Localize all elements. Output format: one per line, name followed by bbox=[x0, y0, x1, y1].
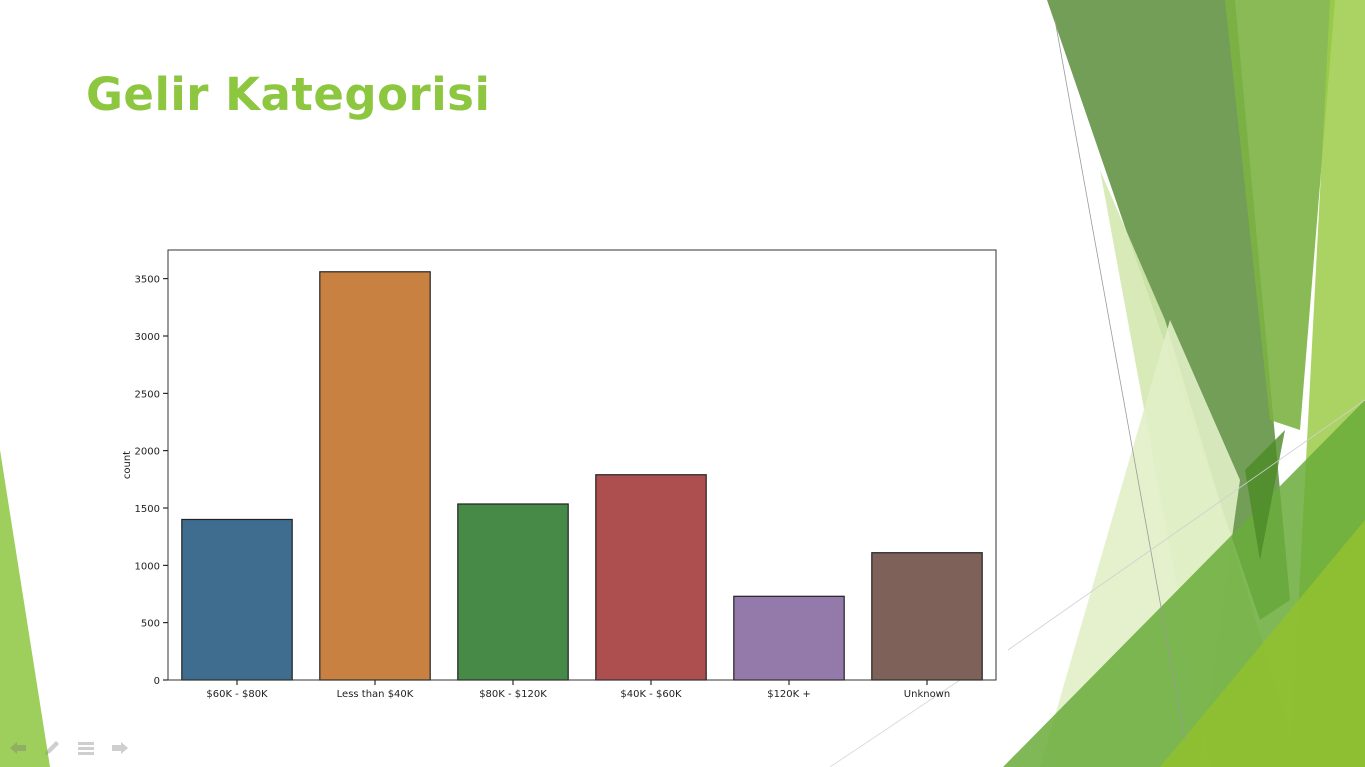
bar bbox=[457, 503, 569, 681]
decor-thin-line-1 bbox=[1054, 19, 1186, 741]
bar bbox=[319, 271, 431, 681]
slide-list-icon[interactable] bbox=[76, 739, 96, 757]
bar bbox=[733, 595, 845, 681]
decor-left-green-sliver bbox=[0, 450, 50, 767]
x-tick-label: Less than $40K bbox=[337, 689, 414, 700]
x-tick-label: Unknown bbox=[904, 689, 950, 700]
slide-title: Gelir Kategorisi bbox=[86, 68, 491, 121]
y-tick-label: 0 bbox=[154, 676, 160, 687]
y-tick-label: 1000 bbox=[135, 561, 160, 572]
decor-dark-accent bbox=[1245, 430, 1285, 560]
back-arrow-icon[interactable] bbox=[8, 739, 28, 757]
x-tick-label: $80K - $120K bbox=[479, 689, 547, 700]
decor-thin-line-3 bbox=[829, 679, 961, 767]
y-tick-label: 500 bbox=[141, 619, 160, 630]
y-tick-label: 3500 bbox=[135, 275, 160, 286]
slideshow-nav-controls bbox=[8, 738, 130, 758]
bar-chart: 0 500 1000 1500 2000 2500 3000 3500 count $60K - … bbox=[122, 249, 997, 700]
forward-arrow-icon[interactable] bbox=[110, 739, 130, 757]
y-axis-label: count bbox=[122, 451, 133, 479]
bar bbox=[871, 552, 983, 681]
y-tick-label: 2000 bbox=[135, 447, 160, 458]
decor-green-right-top bbox=[1225, 0, 1335, 430]
y-tick-label: 3000 bbox=[135, 332, 160, 343]
decor-bright-green-bottom bbox=[1160, 520, 1365, 767]
y-tick-label: 1500 bbox=[135, 504, 160, 515]
bar bbox=[181, 518, 293, 681]
pen-icon[interactable] bbox=[42, 739, 62, 757]
decor-thin-line-2 bbox=[1007, 399, 1365, 651]
x-tick-label: $40K - $60K bbox=[620, 689, 682, 700]
y-tick-label: 2500 bbox=[135, 389, 160, 400]
x-tick-label: $120K + bbox=[767, 689, 811, 700]
x-tick-label: $60K - $80K bbox=[206, 689, 268, 700]
bar bbox=[595, 474, 707, 681]
plot-frame bbox=[167, 249, 997, 681]
